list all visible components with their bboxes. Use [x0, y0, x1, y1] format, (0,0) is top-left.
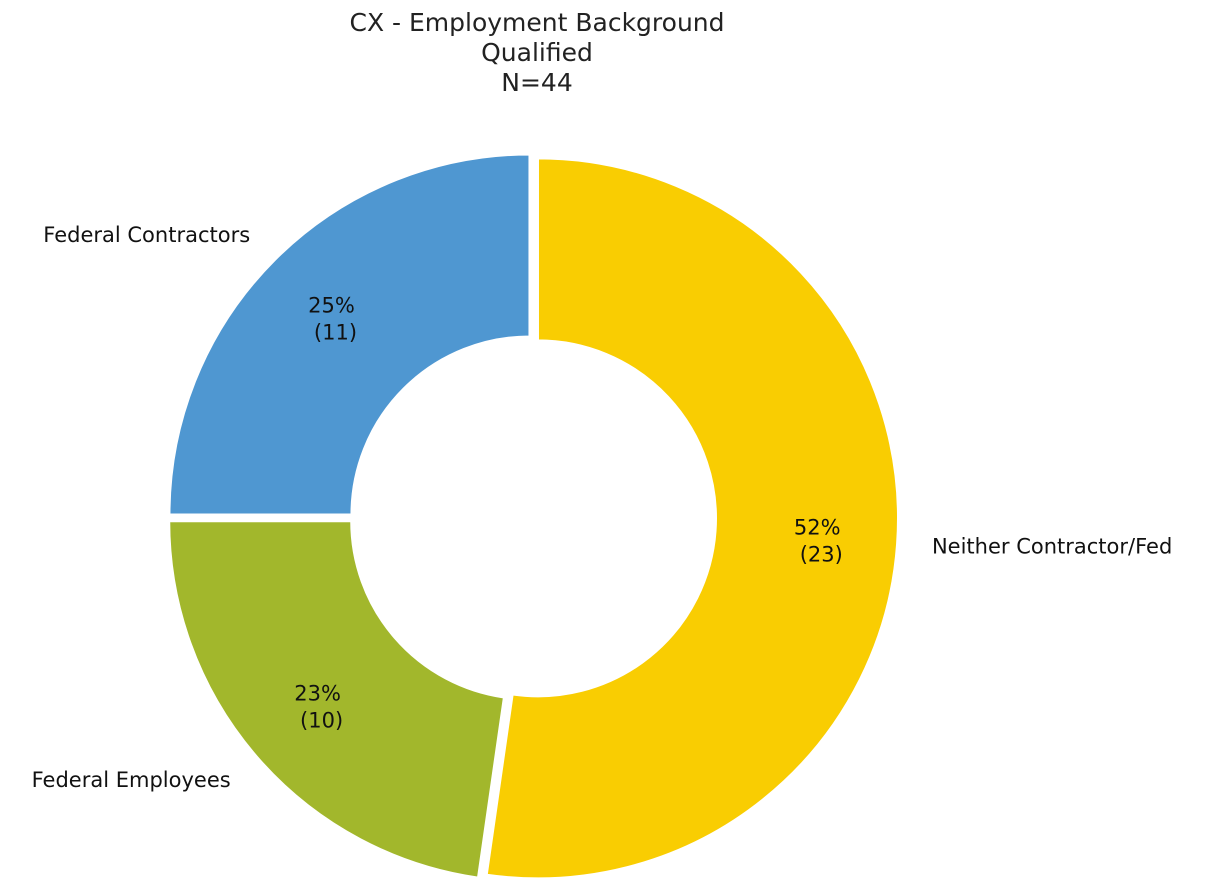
slice-category-label: Federal Contractors [43, 223, 250, 247]
slice-percent-label: 25% [308, 293, 355, 317]
slice-count-label: (11) [314, 320, 357, 344]
slice-count-label: (10) [300, 709, 343, 733]
chart-title-block: CX - Employment Background Qualified N=4… [337, 8, 737, 98]
donut-slice-federal-employees [168, 520, 506, 879]
chart-subtitle: Qualified [481, 38, 593, 67]
slice-category-label: Neither Contractor/Fed [932, 535, 1172, 559]
slice-category-label: Federal Employees [32, 768, 231, 792]
donut-slice-federal-contractors [168, 153, 531, 516]
chart-title: CX - Employment Background [349, 8, 725, 37]
slice-count-label: (23) [800, 542, 843, 566]
slice-percent-label: 52% [794, 515, 841, 539]
donut-labels: 52% (23) Neither Contractor/Fed 23% (10) Fede… [32, 223, 1173, 792]
donut-slices [168, 153, 899, 880]
slice-percent-label: 23% [294, 682, 341, 706]
donut-slice-neither-contractor-fed [485, 157, 899, 880]
chart-sample-size: N=44 [501, 68, 573, 97]
